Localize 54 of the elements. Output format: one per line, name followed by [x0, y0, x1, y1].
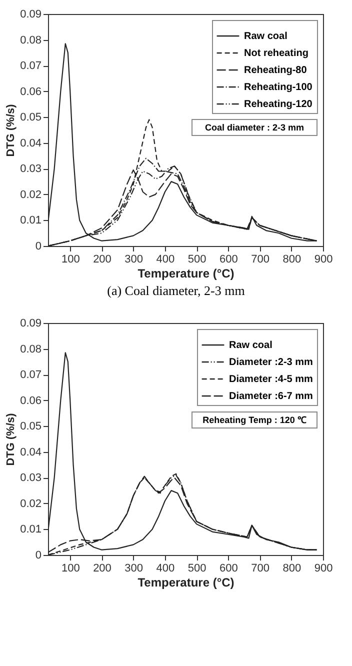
x-tick-label: 800 — [282, 254, 302, 266]
x-tick-label: 100 — [61, 254, 80, 266]
y-tick-label: 0.04 — [20, 446, 42, 458]
annotation: Reheating Temp : 120 ℃ — [202, 415, 306, 425]
legend-label: Diameter :4-5 mm — [229, 374, 314, 385]
y-tick-label: 0.02 — [20, 188, 42, 201]
legend-label: Diameter :2-3 mm — [229, 357, 314, 368]
y-tick-label: 0.04 — [20, 137, 42, 150]
y-tick-label: 0.09 — [20, 8, 42, 20]
x-tick-label: 200 — [93, 254, 112, 266]
x-tick-label: 100 — [61, 562, 80, 574]
x-tick-label: 500 — [188, 562, 206, 574]
x-tick-label: 400 — [156, 254, 175, 266]
legend-label: Not reheating — [244, 48, 308, 59]
y-tick-label: 0.08 — [20, 343, 42, 356]
legend-label: Raw coal — [229, 340, 273, 351]
y-tick-label: 0.08 — [20, 34, 42, 46]
y-tick-label: 0.06 — [20, 394, 42, 407]
y-tick-label: 0.01 — [20, 524, 42, 536]
y-tick-label: 0.03 — [20, 472, 42, 484]
x-tick-label: 200 — [93, 562, 112, 574]
x-tick-label: 700 — [251, 254, 270, 266]
y-tick-label: 0.07 — [20, 369, 42, 382]
x-tick-label: 900 — [314, 254, 333, 266]
y-tick-label: 0.02 — [20, 498, 42, 510]
legend-label: Reheating-100 — [244, 82, 313, 93]
y-tick-label: 0 — [35, 550, 42, 562]
legend-label: Reheating-80 — [244, 65, 308, 76]
x-tick-label: 700 — [251, 562, 270, 574]
x-tick-label: 300 — [124, 254, 144, 266]
x-tick-label: 300 — [124, 562, 144, 574]
x-tick-label: 600 — [219, 254, 238, 266]
x-tick-label: 900 — [314, 562, 333, 574]
legend-label: Raw coal — [244, 31, 288, 42]
y-tick-label: 0.07 — [20, 60, 42, 72]
y-tick-label: 0.05 — [20, 112, 42, 124]
y-tick-label: 0.09 — [20, 318, 42, 330]
x-tick-label: 600 — [219, 562, 238, 574]
y-axis-title: DTG (%/s) — [5, 412, 18, 466]
legend-label: Reheating-120 — [244, 99, 313, 110]
x-tick-label: 800 — [282, 562, 302, 574]
y-tick-label: 0.01 — [20, 214, 42, 227]
y-tick-label: 0.03 — [20, 163, 42, 176]
text: (a) Coal diameter, 2-3 mm — [106, 283, 246, 299]
annotation: Coal diameter : 2-3 mm — [204, 122, 304, 132]
x-tick-label: 400 — [156, 562, 175, 574]
x-axis-title: Temperature (°C) — [138, 576, 234, 590]
y-axis-title: DTG (%/s) — [5, 104, 18, 157]
legend-label: Diameter :6-7 mm — [229, 391, 314, 402]
y-tick-label: 0.05 — [20, 420, 42, 433]
y-tick-label: 0.06 — [20, 86, 42, 98]
y-tick-label: 0 — [35, 240, 42, 252]
x-axis-title: Temperature (°C) — [138, 266, 234, 280]
x-tick-label: 500 — [188, 254, 206, 266]
